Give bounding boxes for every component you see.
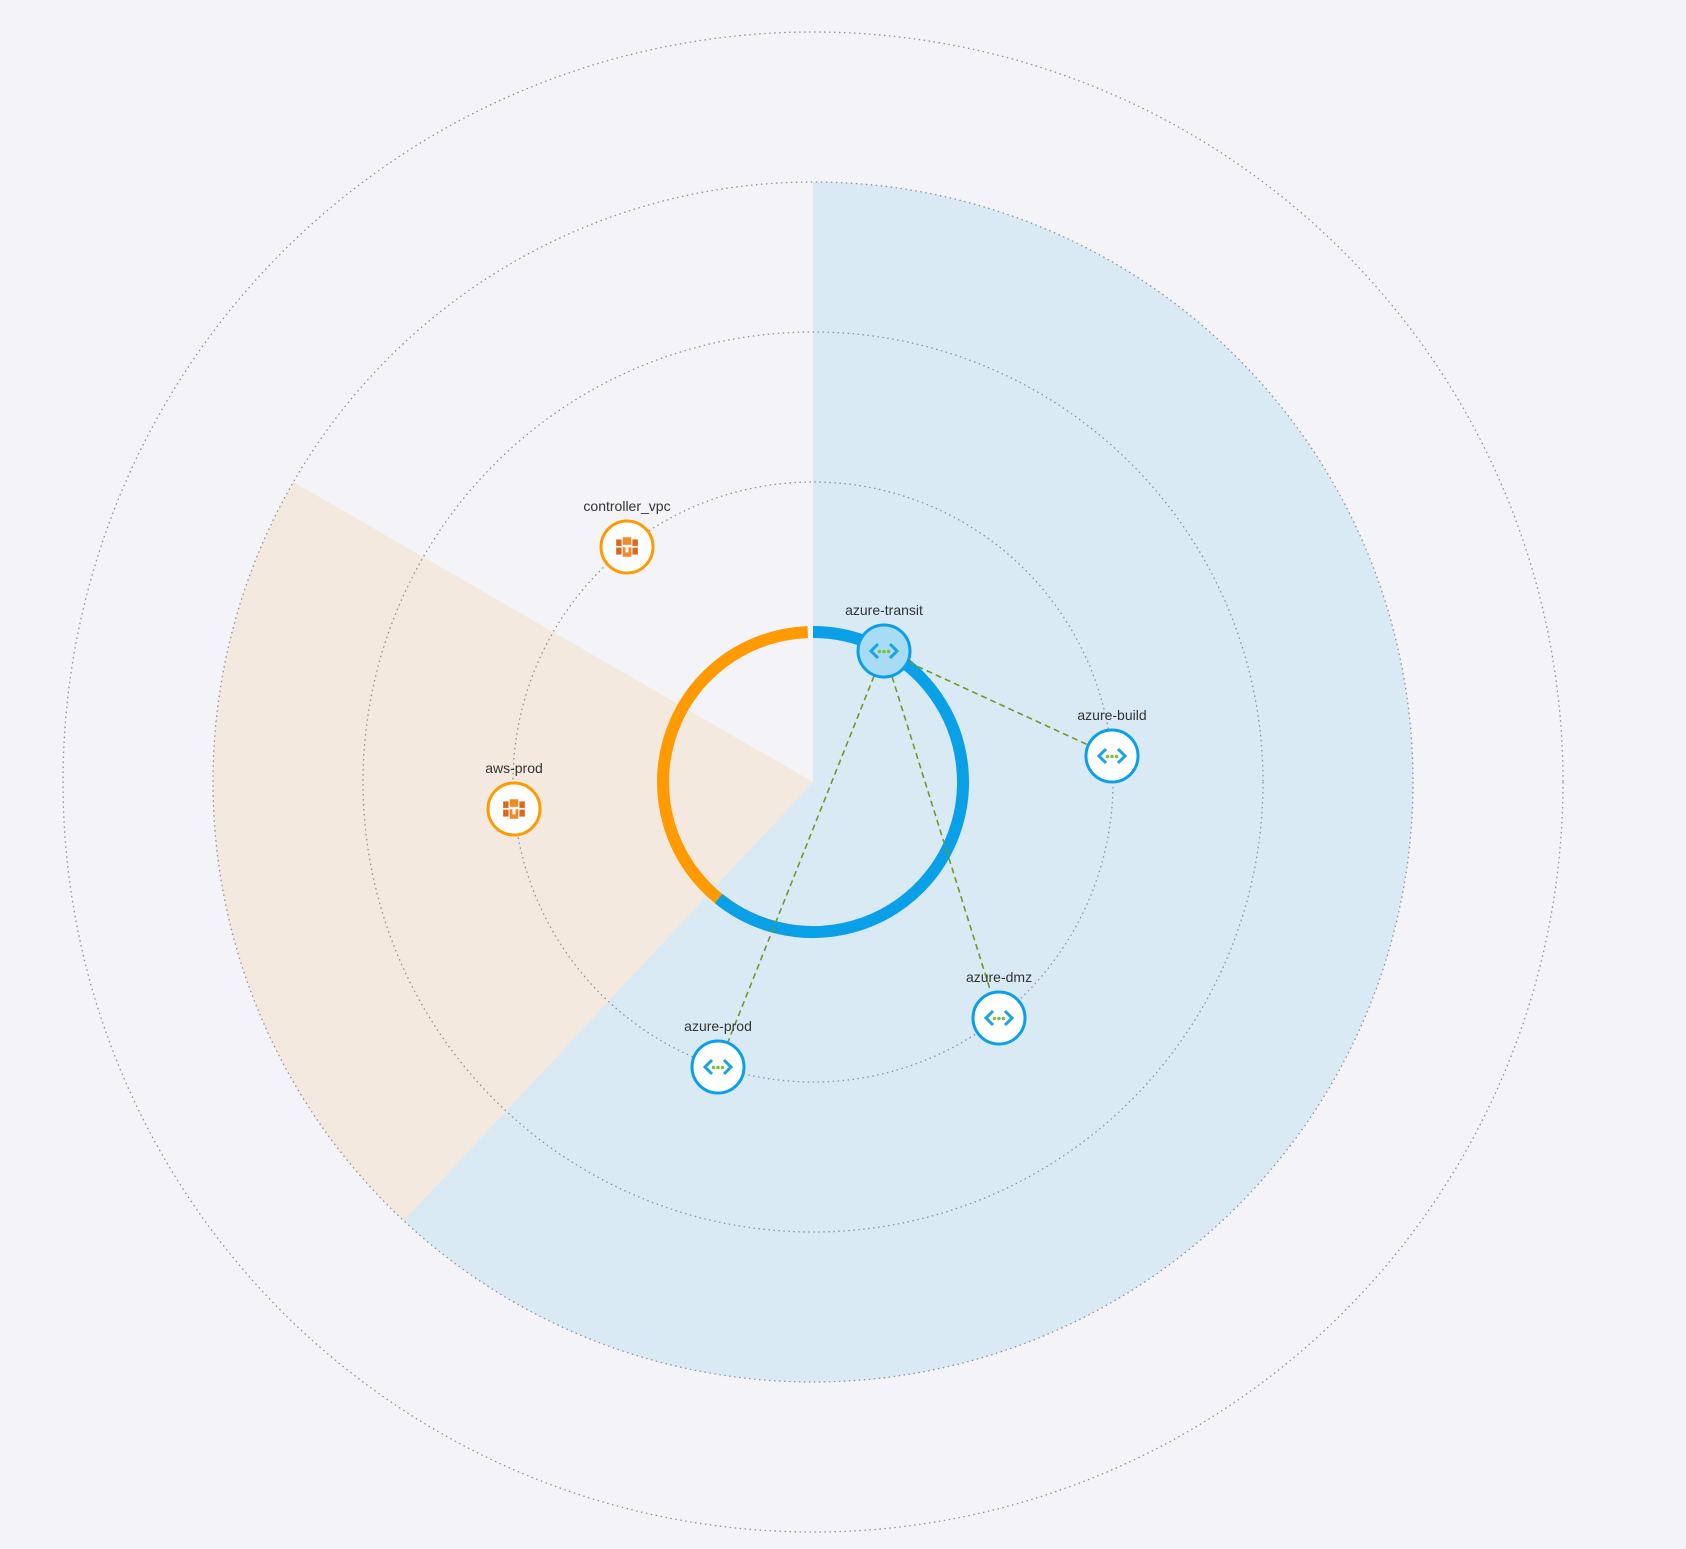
orbit-ring-3 <box>212 181 1414 1383</box>
peering-link-azure-transit-azure-dmz <box>891 676 992 993</box>
aws-vpc-icon <box>503 799 525 819</box>
node-label: azure-transit <box>845 602 923 618</box>
node-label: azure-dmz <box>966 969 1032 985</box>
azure-cloud-sector <box>403 182 1414 1382</box>
peering-link-azure-transit-azure-prod <box>727 675 875 1043</box>
node-controller-vpc[interactable]: controller_vpc <box>583 498 671 575</box>
network-nodes: controller_vpc aws-prod azure-transit az… <box>485 498 1147 1095</box>
node-azure-dmz[interactable]: azure-dmz <box>966 969 1032 1046</box>
aws-vpc-icon <box>616 537 638 557</box>
node-aws-prod[interactable]: aws-prod <box>485 760 543 837</box>
node-label: controller_vpc <box>583 498 670 514</box>
peering-link-azure-transit-azure-build <box>908 661 1088 746</box>
cloud-sectors <box>212 182 1414 1382</box>
peering-links <box>727 661 1088 1043</box>
node-label: azure-build <box>1077 707 1146 723</box>
orbit-ring-4 <box>62 31 1564 1533</box>
node-label: azure-prod <box>684 1018 752 1034</box>
orbit-ring-2 <box>362 331 1264 1233</box>
node-azure-build[interactable]: azure-build <box>1077 707 1147 784</box>
node-azure-transit[interactable]: azure-transit <box>845 602 923 679</box>
node-azure-prod[interactable]: azure-prod <box>684 1018 752 1095</box>
node-label: aws-prod <box>485 760 543 776</box>
